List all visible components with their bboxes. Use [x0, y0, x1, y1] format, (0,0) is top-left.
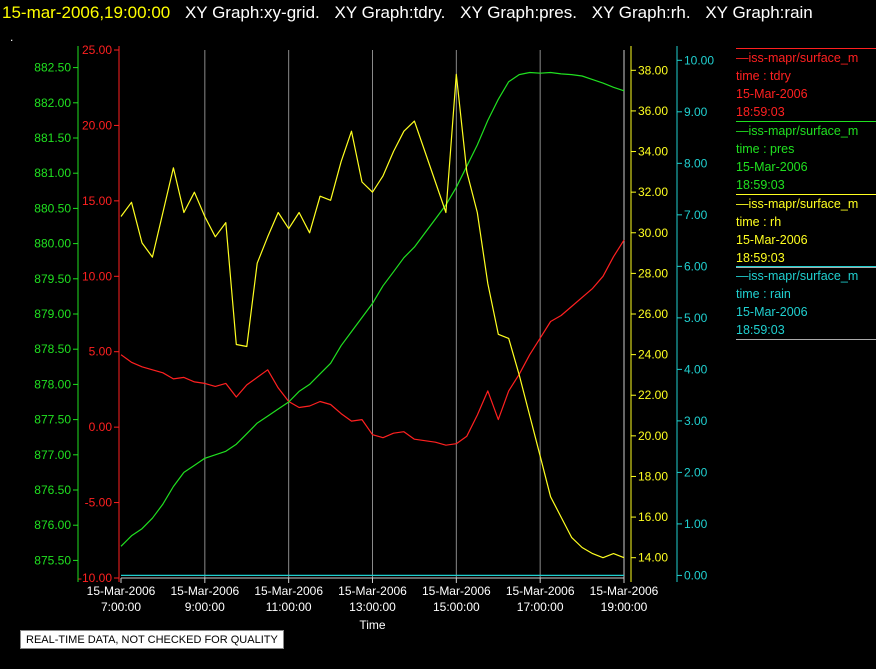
graph-title-pres: XY Graph:pres. [460, 3, 577, 22]
pres-tick-label: 878.50 [34, 342, 71, 356]
header-timestamp: 15-mar-2006,19:00:00 [2, 3, 171, 22]
x-tick-label-time: 17:00:00 [517, 600, 564, 614]
pres-tick-label: 878.00 [34, 377, 71, 391]
pres-tick-label: 879.00 [34, 307, 71, 321]
pres-tick-label: 875.50 [34, 553, 71, 567]
rain-tick-label: 10.00 [684, 53, 714, 67]
x-tick-label-date: 15-Mar-2006 [422, 584, 491, 598]
rh-tick-label: 30.00 [638, 226, 668, 240]
rh-tick-label: 16.00 [638, 510, 668, 524]
graph-title-rh: XY Graph:rh. [591, 3, 691, 22]
rh-tick-label: 36.00 [638, 104, 668, 118]
legend-source: —iss-mapr/surface_m [736, 266, 876, 285]
x-tick-label-date: 15-Mar-2006 [590, 584, 659, 598]
tdry-tick-label: 25.00 [82, 43, 112, 57]
pres-tick-label: 881.50 [34, 131, 71, 145]
legend-time: 18:59:03 [736, 321, 876, 340]
legend-field: time : rain [736, 287, 791, 301]
x-axis-title: Time [359, 618, 386, 632]
rain-tick-label: 2.00 [684, 465, 708, 479]
tdry-tick-label: 20.00 [82, 118, 112, 132]
pres-tick-label: 876.50 [34, 483, 71, 497]
legend-time: 18:59:03 [736, 103, 876, 122]
legend-date: 15-Mar-2006 [736, 160, 808, 174]
legend-entry-rh[interactable]: —iss-mapr/surface_m time : rh 15-Mar-200… [736, 194, 876, 268]
tdry-tick-label: 0.00 [89, 420, 113, 434]
pres-tick-label: 880.50 [34, 201, 71, 215]
rh-tick-label: 32.00 [638, 185, 668, 199]
x-tick-label-time: 19:00:00 [601, 600, 648, 614]
legend-source: —iss-mapr/surface_m [736, 48, 876, 67]
rain-tick-label: 6.00 [684, 259, 708, 273]
tdry-tick-label: 15.00 [82, 194, 112, 208]
legend-field: time : pres [736, 142, 795, 156]
rain-tick-label: 9.00 [684, 105, 708, 119]
pres-tick-label: 877.50 [34, 413, 71, 427]
x-tick-label-date: 15-Mar-2006 [87, 584, 156, 598]
rh-tick-label: 18.00 [638, 469, 668, 483]
x-tick-label-date: 15-Mar-2006 [506, 584, 575, 598]
pres-tick-label: 882.00 [34, 96, 71, 110]
rh-tick-label: 34.00 [638, 145, 668, 159]
rain-tick-label: 4.00 [684, 362, 708, 376]
x-tick-label-date: 15-Mar-2006 [170, 584, 239, 598]
tdry-tick-label: 10.00 [82, 269, 112, 283]
tdry-tick-label: 5.00 [89, 345, 113, 359]
graph-title-xy-grid: XY Graph:xy-grid. [184, 3, 320, 22]
pres-tick-label: 881.00 [34, 166, 71, 180]
legend-date: 15-Mar-2006 [736, 305, 808, 319]
x-tick-label-date: 15-Mar-2006 [338, 584, 407, 598]
rain-tick-label: 3.00 [684, 414, 708, 428]
pres-tick-label: 879.50 [34, 272, 71, 286]
x-tick-label-time: 11:00:00 [266, 600, 312, 614]
x-tick-label-time: 15:00:00 [433, 600, 480, 614]
rain-tick-label: 5.00 [684, 311, 708, 325]
tdry-tick-label: -5.00 [85, 496, 113, 510]
rain-tick-label: 7.00 [684, 208, 708, 222]
pres-tick-label: 876.00 [34, 518, 71, 532]
series-line-pres [120, 71, 625, 547]
rh-tick-label: 28.00 [638, 266, 668, 280]
tdry-tick-label: -10.00 [78, 571, 112, 585]
x-tick-label-time: 9:00:00 [185, 600, 225, 614]
series-line-tdry [120, 239, 625, 446]
graph-title-rain: XY Graph:rain [705, 3, 813, 22]
legend-entry-pres[interactable]: —iss-mapr/surface_m time : pres 15-Mar-2… [736, 121, 876, 195]
legend-time: 18:59:03 [736, 249, 876, 268]
rain-tick-label: 0.00 [684, 568, 708, 582]
x-tick-label-time: 13:00:00 [349, 600, 396, 614]
rh-tick-label: 24.00 [638, 348, 668, 362]
legend-entry-tdry[interactable]: —iss-mapr/surface_m time : tdry 15-Mar-2… [736, 48, 876, 122]
pres-tick-label: 877.00 [34, 448, 71, 462]
header-bar: 15-mar-2006,19:00:00 XY Graph:xy-grid. X… [2, 3, 813, 23]
x-tick-label-date: 15-Mar-2006 [254, 584, 323, 598]
rh-tick-label: 20.00 [638, 429, 668, 443]
legend-entry-rain[interactable]: —iss-mapr/surface_m time : rain 15-Mar-2… [736, 266, 876, 340]
legend-date: 15-Mar-2006 [736, 87, 808, 101]
rain-tick-label: 1.00 [684, 517, 708, 531]
pres-tick-label: 882.50 [34, 61, 71, 75]
rain-tick-label: 8.00 [684, 156, 708, 170]
legend-source: —iss-mapr/surface_m [736, 121, 876, 140]
legend-date: 15-Mar-2006 [736, 233, 808, 247]
legend-field: time : rh [736, 215, 782, 229]
series-line-rh [120, 73, 625, 559]
legend-source: —iss-mapr/surface_m [736, 194, 876, 213]
graph-title-tdry: XY Graph:tdry. [334, 3, 446, 22]
rh-tick-label: 14.00 [638, 551, 668, 565]
x-tick-label-time: 7:00:00 [101, 600, 141, 614]
rh-tick-label: 22.00 [638, 388, 668, 402]
quality-disclaimer: REAL-TIME DATA, NOT CHECKED FOR QUALITY [20, 630, 284, 649]
rh-tick-label: 38.00 [638, 63, 668, 77]
pres-tick-label: 880.00 [34, 237, 71, 251]
legend-field: time : tdry [736, 69, 791, 83]
marker-dot: . [10, 30, 14, 44]
rh-tick-label: 26.00 [638, 307, 668, 321]
legend-time: 18:59:03 [736, 176, 876, 195]
